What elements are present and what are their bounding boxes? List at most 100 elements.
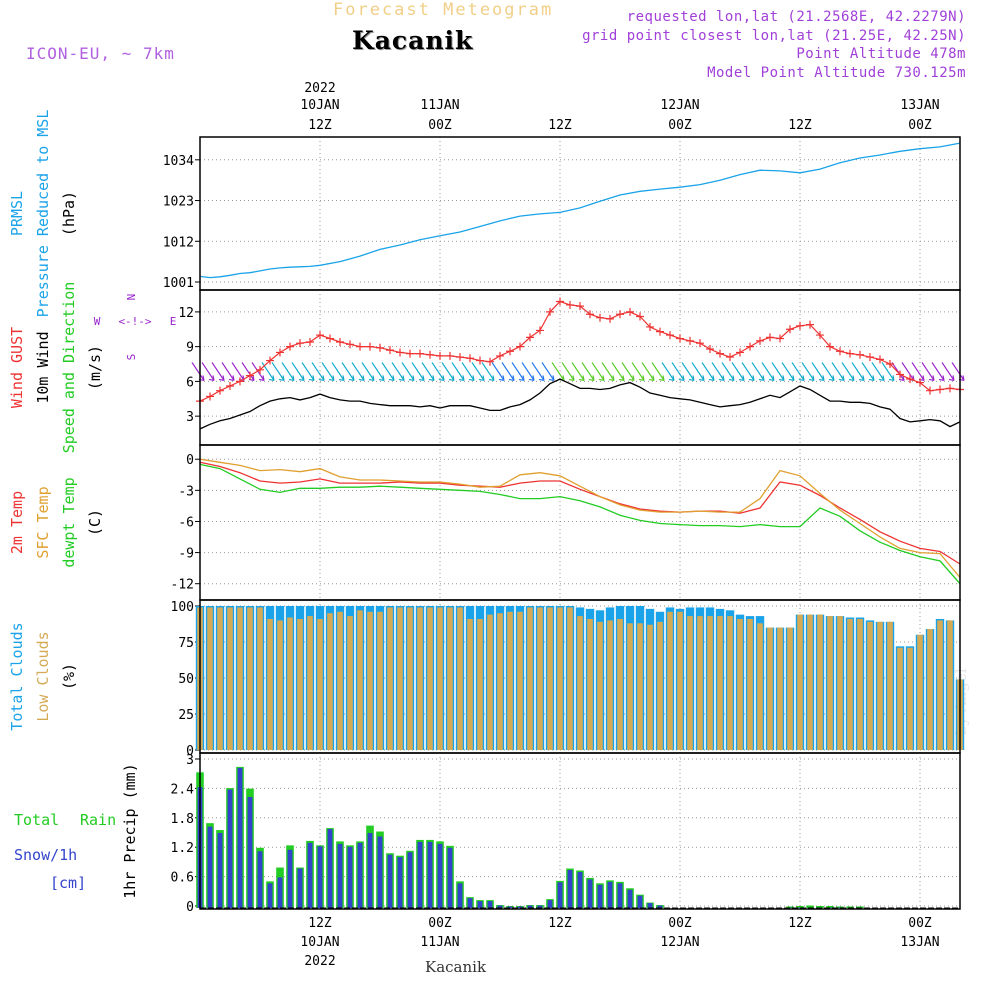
precip-bar-snow [227,789,233,908]
wind-barb [281,362,295,381]
wind-barb [541,362,555,381]
model-altitude: Model Point Altitude 730.125m [707,65,966,81]
cloud-bar-low [817,614,823,750]
wind-barb-head [468,375,475,382]
precip-bar-snow [517,906,523,908]
gust-point [906,375,914,384]
cloud-bar-low [377,611,383,750]
wind-barb-head [818,375,825,382]
cloud-bar-low [577,616,583,750]
ytick-label: 1034 [163,154,194,169]
point-altitude: Point Altitude 478m [796,46,966,62]
cloud-bar-low [667,611,673,750]
cloud-bar-low [317,618,323,750]
cloud-bar-low [497,613,503,750]
wind-barb-head [758,375,765,382]
wind-barb [411,362,425,381]
cloud-bar-low [467,618,473,750]
wind-barb [721,362,735,381]
ytick-label: -3 [178,484,194,499]
ytick-label: 0 [186,453,194,468]
cloud-bar-low [827,616,833,750]
cloud-bar-low [847,618,853,750]
panel-pressure [195,136,961,291]
wind-barb [271,362,285,381]
precip-bar-snow [507,906,513,908]
time-label-top: 12Z [308,118,332,133]
panel-clouds [195,599,965,754]
wind-barb-head [358,375,365,382]
precip-bar-total [846,906,854,908]
precip-bar-snow [297,868,303,908]
precip-bar-snow [237,767,243,908]
precip-bar-snow [547,900,553,908]
gust-point [896,370,904,379]
wind-barb [581,362,595,381]
cloud-bar-low [447,607,453,750]
model-label: ICON-EU, ~ 7km [26,44,175,63]
ylabel-wind: Wind GUST [8,327,26,408]
precip-bar-snow [367,833,373,908]
wind-barb-head [538,375,545,382]
gust-point [216,386,224,395]
wind-barb-head [428,375,435,382]
wind-barb-head [348,375,355,382]
gust-point [386,346,394,355]
wind-barb-head [378,375,385,382]
time-label-bottom: 00Z [908,916,932,931]
wind-barb-head [708,375,715,382]
wind-barb [491,362,505,381]
cloud-bar-low [547,607,553,750]
wind-barb-head [488,375,495,382]
wind-barb [471,362,485,381]
cloud-bar-low [487,614,493,750]
time-label-top: 11JAN [420,98,459,113]
gust-point [306,338,314,347]
compass-rose: <-!-> [118,315,151,328]
gust-point [366,342,374,351]
cloud-bar-low [207,607,213,750]
wind-barb [921,362,935,381]
ylabel-wind: 10m Wind [34,331,52,403]
wind-barb [211,362,225,381]
wind-barb [321,362,335,381]
gust-point [746,342,754,351]
precip-bar-total [856,906,864,908]
ytick-label: 0.6 [171,871,194,886]
wind-barb-head [728,375,735,382]
wind-barb [221,362,235,381]
gust-point [636,312,644,321]
precip-bar-total [836,906,844,908]
time-label-bottom: 12JAN [660,935,699,950]
cloud-bar-low [837,616,843,750]
precip-bar-snow [277,877,283,908]
wind-barb-head [498,375,505,382]
wind-barb-head [528,375,535,382]
ytick-label: -6 [178,515,194,530]
cloud-bar-low [367,611,373,750]
wind-barb-head [808,375,815,382]
time-label-bottom: 12Z [548,916,572,931]
precip-bar-snow [537,905,543,908]
precip-bar-total [796,906,804,908]
gust-point [556,297,564,306]
ytick-label: 1.8 [171,812,194,827]
cloud-bar-low [927,629,933,750]
series-line-temperature-2 [199,463,961,585]
precip-bar-snow [477,901,483,908]
ytick-label: 9 [186,341,194,356]
wind-barb [311,362,325,381]
gust-point [946,384,954,393]
wind-barb-head [748,375,755,382]
cloud-bar-low [707,616,713,750]
precip-bar-total [816,906,824,908]
cloud-bar-low [237,607,243,750]
gust-point [936,385,944,394]
compass-n: N [125,294,138,301]
gust-point [796,321,804,330]
time-label-top: 00Z [428,118,452,133]
wind-barb-head [568,375,575,382]
precip-bar-snow [357,842,363,908]
gust-point [656,327,664,336]
